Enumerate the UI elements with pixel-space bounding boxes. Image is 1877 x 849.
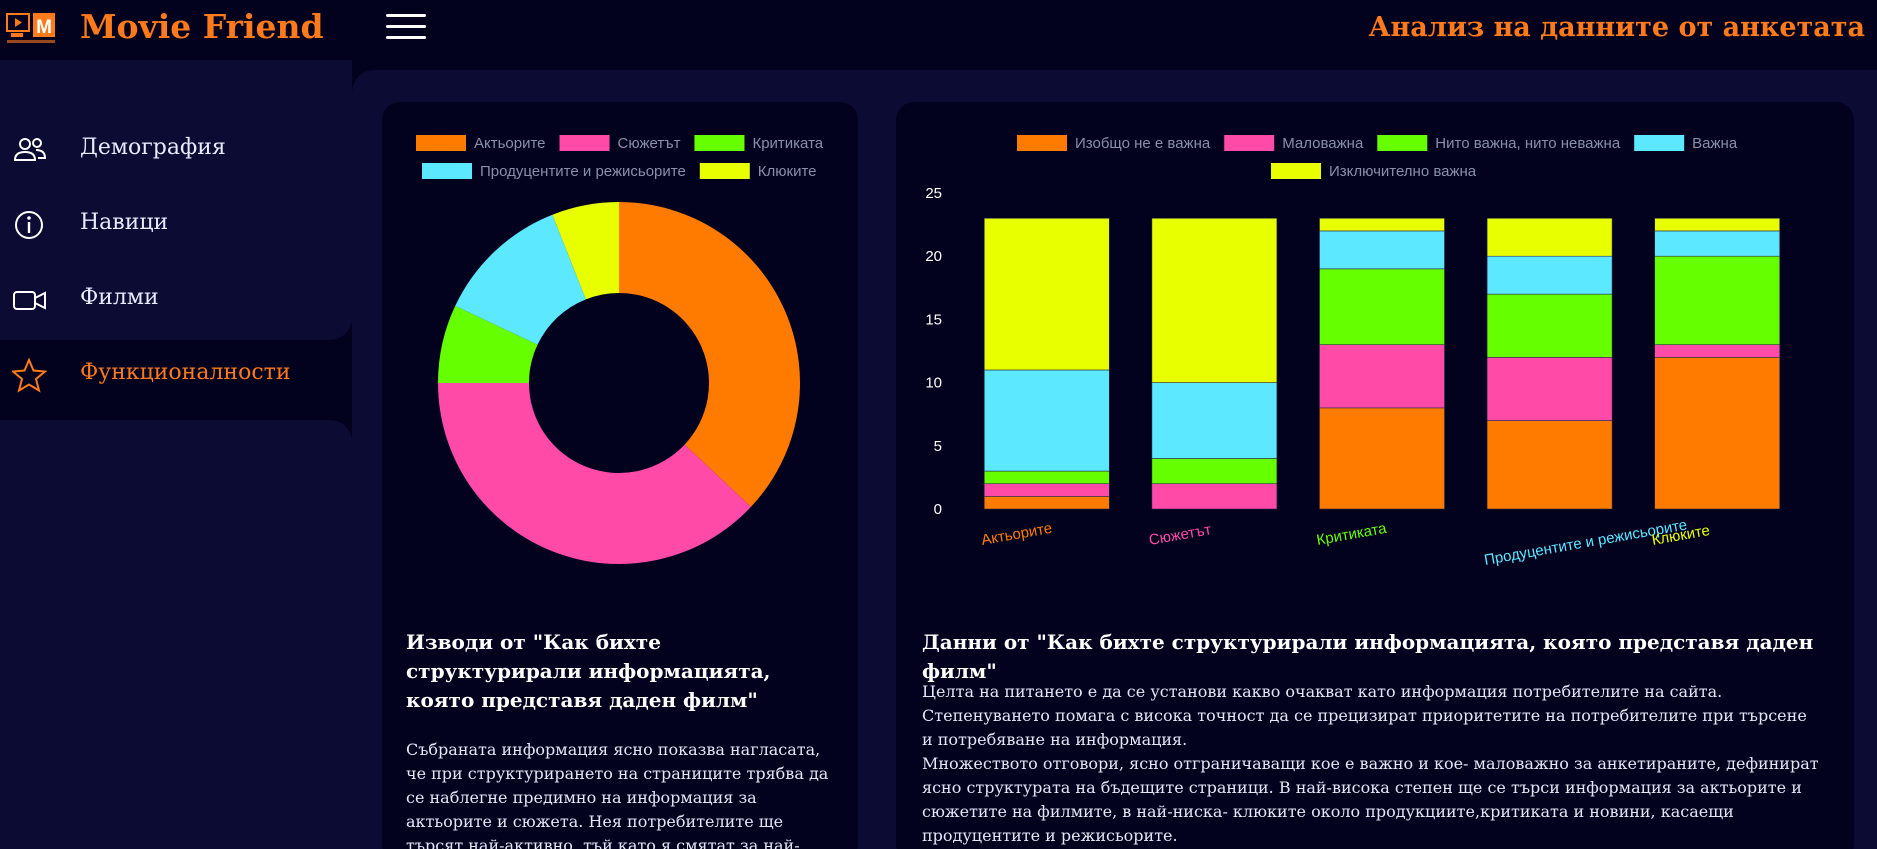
legend-label[interactable]: Маловажна xyxy=(1282,135,1364,152)
card-body-text: Целта на питането е да се установи какво… xyxy=(922,682,1807,749)
movie-friend-logo-icon[interactable]: M xyxy=(5,12,57,46)
y-tick-label: 25 xyxy=(925,185,942,202)
legend-label[interactable]: Изключително важна xyxy=(1329,163,1477,180)
stacked-bar-chart: Изобщо не е важна Маловажна Нито важна, ни… xyxy=(925,135,1781,569)
bar-segment[interactable] xyxy=(1654,217,1781,232)
info-icon xyxy=(15,211,43,239)
legend-swatch[interactable] xyxy=(559,135,610,151)
legend-label[interactable]: Актьорите xyxy=(474,135,546,152)
sidebar-item-label: Филми xyxy=(80,285,159,310)
y-tick-label: 5 xyxy=(934,438,942,455)
bar-segment[interactable] xyxy=(1151,382,1278,459)
sidebar-item-label: Демография xyxy=(80,135,226,160)
legend-label[interactable]: Нито важна, нито неважна xyxy=(1435,135,1621,152)
x-tick-label: Сюжетът xyxy=(1148,521,1213,549)
legend-swatch[interactable] xyxy=(1271,163,1321,179)
bar-segment[interactable] xyxy=(984,369,1110,472)
doughnut-slice[interactable] xyxy=(619,202,800,507)
doughnut-slice[interactable] xyxy=(438,383,751,565)
doughnut-slice[interactable] xyxy=(438,305,538,383)
x-tick-label: Критиката xyxy=(1315,520,1388,549)
bar-segment[interactable] xyxy=(984,470,1110,485)
sidebar-nav-background xyxy=(0,60,352,340)
bar-segment[interactable] xyxy=(1486,420,1613,510)
bar-segment[interactable] xyxy=(1151,483,1278,510)
y-tick-label: 20 xyxy=(925,248,942,265)
top-bar: M Movie Friend Анализ на данните от анке… xyxy=(0,0,1877,60)
menu-toggle-icon[interactable] xyxy=(386,14,426,44)
legend-swatch[interactable] xyxy=(1017,135,1067,151)
y-tick-label: 10 xyxy=(925,375,942,392)
legend-label[interactable]: Изобщо не е важна xyxy=(1075,135,1211,152)
sidebar-item-demography[interactable]: Демография xyxy=(0,115,352,187)
bar-segment[interactable] xyxy=(1654,255,1781,345)
bar-segment[interactable] xyxy=(984,217,1110,371)
bar-segment[interactable] xyxy=(984,496,1110,510)
legend-swatch[interactable] xyxy=(699,163,750,179)
card-body-text: Събраната информация ясно показва наглас… xyxy=(406,740,829,849)
bar-segment[interactable] xyxy=(1151,217,1278,383)
legend-swatch[interactable] xyxy=(1377,135,1428,151)
legend-swatch[interactable] xyxy=(422,163,472,179)
doughnut-slice[interactable] xyxy=(455,214,586,345)
stacked-bar-chart-card: Изобщо не е важна Маловажна Нито важна, ни… xyxy=(896,102,1854,849)
bar-segment[interactable] xyxy=(1486,293,1613,358)
svg-text:M: M xyxy=(36,17,52,38)
sidebar-item-label: Навици xyxy=(80,210,169,235)
legend-swatch[interactable] xyxy=(1224,135,1275,151)
x-tick-label: Актьорите xyxy=(980,520,1053,549)
sidebar-lower-panel xyxy=(0,420,352,849)
sidebar-item-label: Функционалности xyxy=(80,360,291,385)
legend-label[interactable]: Критиката xyxy=(752,135,823,152)
bar-segment[interactable] xyxy=(1654,230,1781,257)
star-icon xyxy=(12,358,48,393)
legend-swatch[interactable] xyxy=(416,135,466,151)
legend-label[interactable]: Сюжетът xyxy=(618,135,681,152)
bar-segment[interactable] xyxy=(1319,344,1445,409)
doughnut-slice[interactable] xyxy=(552,202,619,300)
bar-segment[interactable] xyxy=(1319,268,1445,345)
page-title: Анализ на данните от анкетата xyxy=(1368,12,1865,43)
card-body-text: Множеството отговори, ясно отграничаващи… xyxy=(922,754,1819,845)
bar-segment[interactable] xyxy=(1654,357,1781,510)
legend-swatch[interactable] xyxy=(1634,135,1685,151)
bar-segment[interactable] xyxy=(1486,255,1613,295)
y-tick-label: 0 xyxy=(934,501,942,518)
brand-name[interactable]: Movie Friend xyxy=(80,7,324,46)
doughnut-chart-card: Актьорите Сюжетът Критиката Продуцентите и … xyxy=(382,102,858,849)
bar-segment[interactable] xyxy=(1486,357,1613,421)
bar-segment[interactable] xyxy=(1319,407,1445,510)
bar-segment[interactable] xyxy=(1654,344,1781,358)
legend-label[interactable]: Важна xyxy=(1692,135,1738,152)
legend-label[interactable]: Продуцентите и режисьорите xyxy=(480,163,686,180)
users-icon xyxy=(13,138,47,161)
bar-segment[interactable] xyxy=(1319,230,1445,270)
card-title: Данни от "Как бихте структурирали информ… xyxy=(922,630,1814,683)
legend-swatch[interactable] xyxy=(694,135,745,151)
sidebar-item-movies[interactable]: Филми xyxy=(0,265,352,337)
y-tick-label: 15 xyxy=(925,311,942,328)
video-camera-icon xyxy=(13,291,46,310)
card-title: Изводи от "Как бихте структурирали инфор… xyxy=(406,630,771,712)
legend-label[interactable]: Клюките xyxy=(758,163,817,180)
bar-segment[interactable] xyxy=(984,483,1110,497)
sidebar-item-habits[interactable]: Навици xyxy=(0,190,352,262)
bar-segment[interactable] xyxy=(1486,217,1613,257)
bar-segment[interactable] xyxy=(1151,458,1278,485)
bar-segment[interactable] xyxy=(1319,217,1445,232)
sidebar-item-features[interactable]: Функционалности xyxy=(0,340,352,412)
doughnut-chart: Актьорите Сюжетът Критиката Продуцентите и … xyxy=(416,135,824,565)
